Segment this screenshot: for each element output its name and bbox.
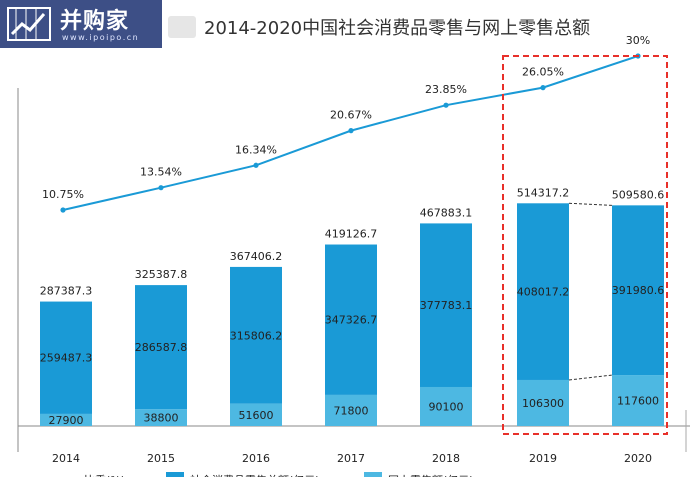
- x-tick-2018: 2018: [432, 452, 460, 465]
- retail-value-label-2015: 286587.8: [135, 341, 188, 354]
- online-bar-2019: [517, 379, 569, 426]
- chart-title: 2014-2020中国社会消费品零售与网上零售总额: [204, 18, 591, 39]
- chart-logo-icon: [7, 7, 51, 41]
- retail-bar-2014: [40, 301, 92, 414]
- online-value-label-2015: 38800: [144, 412, 179, 425]
- share-label-2015: 13.54%: [140, 166, 182, 179]
- share-point-2014: [60, 207, 66, 213]
- retail-bar-2020: [612, 205, 664, 376]
- logo-text: 并购家: [60, 9, 130, 34]
- x-tick-2020: 2020: [624, 452, 652, 465]
- share-label-2020: 30%: [626, 34, 650, 47]
- online-value-label-2018: 90100: [429, 400, 464, 413]
- share-label-2016: 16.34%: [235, 143, 277, 156]
- total-label-2019: 514317.2: [517, 186, 570, 199]
- logo-url: www.ipoipo.cn: [62, 33, 140, 42]
- share-label-2018: 23.85%: [425, 83, 467, 96]
- share-label-2017: 20.67%: [330, 109, 372, 122]
- online-bar-2014: [40, 413, 92, 426]
- online-bar-2020: [612, 375, 664, 426]
- legend-retail-label: 社会消费品零售总额(亿元): [190, 473, 320, 477]
- total-label-2020: 509580.6: [612, 188, 665, 201]
- total-label-2015: 325387.8: [135, 268, 188, 281]
- highlight-box: [502, 55, 668, 435]
- legend-online-label: 网上零售额(亿元): [388, 473, 474, 477]
- online-value-label-2014: 27900: [49, 414, 84, 427]
- legend-online-swatch: [364, 472, 382, 477]
- retail-value-label-2019: 408017.2: [517, 286, 570, 299]
- total-label-2017: 419126.7: [325, 228, 378, 241]
- x-tick-2015: 2015: [147, 452, 175, 465]
- retail-value-label-2016: 315806.2: [230, 329, 283, 342]
- retail-bar-2019: [517, 203, 569, 380]
- total-label-2018: 467883.1: [420, 206, 473, 219]
- share-point-2016: [253, 162, 259, 168]
- retail-bar-2016: [230, 266, 282, 404]
- share-label-2019: 26.05%: [522, 66, 564, 79]
- online-bar-2015: [135, 409, 187, 426]
- legend-line-label: 比重(%): [84, 473, 125, 477]
- total-label-2016: 367406.2: [230, 250, 283, 263]
- x-tick-2019: 2019: [529, 452, 557, 465]
- x-tick-2017: 2017: [337, 452, 365, 465]
- share-label-2014: 10.75%: [42, 188, 84, 201]
- x-tick-2016: 2016: [242, 452, 270, 465]
- share-point-2015: [158, 185, 164, 191]
- retail-value-label-2020: 391980.6: [612, 284, 665, 297]
- online-value-label-2016: 51600: [239, 409, 274, 422]
- logo: 并购家 www.ipoipo.cn: [0, 0, 162, 48]
- title-marker: [168, 16, 196, 38]
- share-point-2017: [348, 128, 354, 134]
- retail-bar-2015: [135, 285, 187, 410]
- share-point-2018: [443, 102, 449, 108]
- retail-bar-2018: [420, 223, 472, 387]
- online-value-label-2017: 71800: [334, 404, 369, 417]
- x-tick-2014: 2014: [52, 452, 80, 465]
- share-point-2019: [540, 85, 546, 91]
- legend-retail-swatch: [166, 472, 184, 477]
- online-value-label-2020: 117600: [617, 395, 659, 408]
- retail-value-label-2017: 347326.7: [325, 314, 378, 327]
- online-bar-2016: [230, 403, 282, 426]
- retail-value-label-2014: 259487.3: [40, 352, 93, 365]
- retail-bar-2017: [325, 244, 377, 395]
- online-value-label-2019: 106300: [522, 397, 564, 410]
- compare-line-top: [568, 202, 613, 206]
- total-label-2014: 287387.3: [40, 285, 93, 298]
- online-bar-2017: [325, 394, 377, 426]
- retail-value-label-2018: 377783.1: [420, 299, 473, 312]
- compare-line-mid: [568, 374, 613, 381]
- online-bar-2018: [420, 386, 472, 426]
